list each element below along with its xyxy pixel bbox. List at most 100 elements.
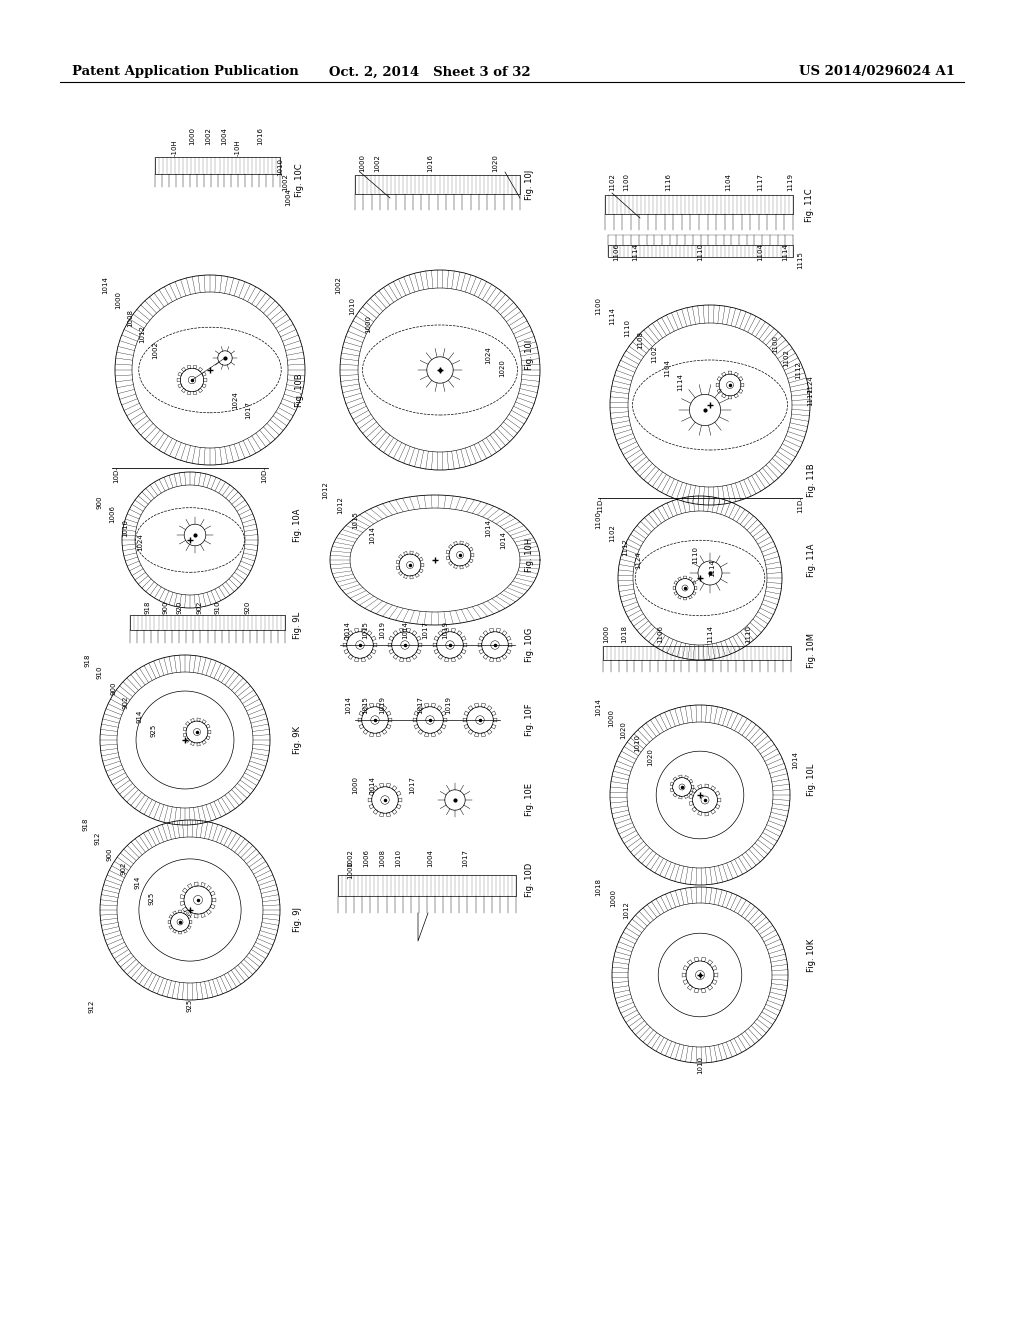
- Text: 1108: 1108: [637, 331, 643, 348]
- Text: 920: 920: [177, 601, 183, 614]
- Text: 900: 900: [97, 495, 103, 508]
- Text: 1015: 1015: [362, 622, 368, 639]
- Text: 1014: 1014: [500, 531, 506, 549]
- Text: 1000: 1000: [189, 127, 195, 145]
- Text: 1002: 1002: [282, 173, 288, 191]
- Text: 1002: 1002: [347, 849, 353, 867]
- Text: 1010: 1010: [395, 849, 401, 867]
- Text: 1112: 1112: [622, 539, 628, 556]
- Text: Fig. 10A: Fig. 10A: [294, 508, 302, 541]
- Text: 10D-: 10D-: [113, 467, 119, 483]
- Text: 1104: 1104: [725, 173, 731, 191]
- Bar: [130, 615, 285, 631]
- Text: 1024: 1024: [485, 346, 490, 364]
- Text: 1014: 1014: [345, 696, 351, 714]
- Text: 1000: 1000: [352, 776, 358, 795]
- Bar: [338, 875, 516, 896]
- Text: 914: 914: [137, 709, 143, 722]
- Text: Oct. 2, 2014   Sheet 3 of 32: Oct. 2, 2014 Sheet 3 of 32: [329, 66, 530, 78]
- Text: 10D-: 10D-: [261, 467, 267, 483]
- Text: 1106: 1106: [657, 624, 663, 643]
- Text: 1014: 1014: [369, 776, 375, 793]
- Text: Fig. 10F: Fig. 10F: [525, 704, 535, 737]
- Text: 1110: 1110: [624, 319, 630, 337]
- Text: 1020: 1020: [620, 721, 626, 739]
- Bar: [605, 195, 793, 214]
- Text: 1000: 1000: [603, 624, 609, 643]
- Text: 918: 918: [82, 817, 88, 830]
- Text: 1004: 1004: [427, 849, 433, 867]
- Text: 1100: 1100: [595, 297, 601, 315]
- Text: 1015: 1015: [362, 696, 368, 714]
- Text: 1014: 1014: [369, 527, 375, 544]
- Text: 1100: 1100: [623, 173, 629, 191]
- Text: 1114: 1114: [782, 243, 788, 261]
- Text: 1024: 1024: [137, 533, 143, 550]
- Text: 1102: 1102: [783, 348, 790, 367]
- Bar: [355, 176, 520, 194]
- Text: 1114: 1114: [609, 308, 615, 325]
- Text: 1115: 1115: [797, 251, 803, 269]
- Text: 910: 910: [215, 601, 221, 614]
- Text: 1010: 1010: [278, 158, 283, 176]
- Text: 902: 902: [121, 862, 127, 875]
- Text: 1104: 1104: [757, 243, 763, 261]
- Text: 1102: 1102: [651, 345, 657, 363]
- Text: 1000: 1000: [359, 154, 365, 172]
- Text: -10H: -10H: [172, 140, 178, 156]
- Text: 1106: 1106: [613, 243, 618, 261]
- Text: 914: 914: [135, 875, 141, 888]
- Text: 1017: 1017: [422, 620, 428, 639]
- Text: 1012: 1012: [337, 496, 343, 513]
- Text: 1000: 1000: [365, 315, 371, 333]
- Text: Fig. 10J: Fig. 10J: [525, 170, 535, 201]
- Text: 1112: 1112: [795, 362, 801, 379]
- Text: 902: 902: [123, 696, 129, 709]
- Bar: [603, 645, 791, 660]
- Text: 1100: 1100: [595, 511, 601, 529]
- Text: 1119: 1119: [787, 173, 793, 191]
- Text: 918: 918: [85, 653, 91, 667]
- Text: 900: 900: [106, 847, 113, 861]
- Text: 1019: 1019: [379, 620, 385, 639]
- Text: 900: 900: [110, 681, 116, 694]
- Text: 920: 920: [245, 601, 251, 614]
- Text: 1020: 1020: [492, 154, 498, 172]
- Text: 1020: 1020: [499, 359, 505, 378]
- Text: Fig. 10G: Fig. 10G: [525, 628, 535, 663]
- Text: 1002: 1002: [374, 154, 380, 172]
- Text: 1006: 1006: [109, 506, 115, 523]
- Text: 1019: 1019: [379, 696, 385, 714]
- Text: 1006: 1006: [362, 849, 369, 867]
- Text: 1117: 1117: [807, 388, 813, 407]
- Text: 1014: 1014: [344, 622, 350, 639]
- Text: Fig. 11B: Fig. 11B: [808, 463, 816, 496]
- Text: 1002: 1002: [205, 127, 211, 145]
- Text: 1004: 1004: [285, 187, 291, 206]
- Text: 1102: 1102: [609, 524, 615, 543]
- Text: 1002: 1002: [152, 341, 158, 359]
- Text: 1017: 1017: [462, 849, 468, 867]
- Text: 1015: 1015: [352, 511, 358, 529]
- Text: 1012: 1012: [322, 480, 328, 499]
- Text: Fig. 11C: Fig. 11C: [806, 189, 814, 222]
- Text: Fig. 10B: Fig. 10B: [296, 374, 304, 407]
- Text: 1016: 1016: [257, 127, 263, 145]
- Text: 1104: 1104: [664, 359, 670, 378]
- Text: Fig. 9K: Fig. 9K: [294, 726, 302, 754]
- Text: -10H: -10H: [234, 140, 241, 156]
- Text: 1018: 1018: [595, 878, 601, 896]
- Text: 1014: 1014: [402, 622, 408, 639]
- Text: 1020: 1020: [647, 748, 653, 766]
- Text: 11D-: 11D-: [597, 496, 603, 513]
- Text: 1017: 1017: [245, 401, 251, 418]
- Text: 1124: 1124: [635, 552, 641, 569]
- Text: 1014: 1014: [102, 276, 108, 294]
- Text: 918: 918: [145, 601, 151, 614]
- Text: 1114: 1114: [707, 626, 713, 643]
- Text: 1116: 1116: [665, 173, 671, 191]
- Text: Patent Application Publication: Patent Application Publication: [72, 66, 299, 78]
- Text: 1012: 1012: [139, 325, 145, 343]
- Text: Fig. 10K: Fig. 10K: [808, 939, 816, 972]
- Text: 925: 925: [151, 723, 157, 737]
